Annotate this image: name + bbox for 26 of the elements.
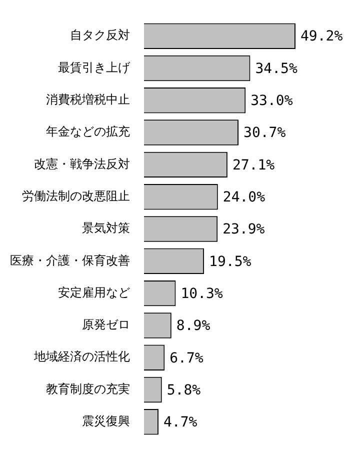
y-tick-label: 労働法制の改悪阻止: [22, 188, 130, 203]
data-label: 23.9%: [222, 222, 266, 238]
y-tick-label: 原発ゼロ: [82, 318, 130, 332]
data-label: 8.9%: [176, 318, 211, 334]
data-label: 24.0%: [222, 189, 266, 206]
data-label: 33.0%: [250, 93, 294, 110]
data-label: 27.1%: [232, 157, 276, 174]
y-tick-label: 教育制度の充実: [46, 382, 130, 396]
y-tick-label: 自タク反対: [70, 28, 130, 42]
y-tick-label: 景気対策: [82, 221, 130, 236]
y-tick-label: 震災復興: [82, 414, 130, 428]
y-tick-label: 最賃引き上げ: [58, 60, 131, 74]
data-label: 19.5%: [209, 254, 252, 270]
data-label: 49.2%: [300, 28, 344, 45]
data-label: 6.7%: [170, 350, 204, 366]
data-label: 30.7%: [244, 125, 286, 142]
y-tick-label: 医療・介護・保育改善: [10, 253, 130, 268]
data-label: 34.5%: [255, 60, 298, 77]
data-label: 10.3%: [180, 286, 224, 302]
y-tick-label: 地域経済の活性化: [33, 350, 130, 364]
y-tick-label: 消費税増税中止: [46, 92, 130, 107]
data-label: 5.8%: [166, 382, 202, 398]
y-tick-label: 安定雇用など: [58, 285, 130, 300]
data-label: 4.7%: [163, 414, 198, 431]
y-tick-label: 年金などの拡充: [46, 124, 130, 139]
y-tick-label: 改憲・戦争法反対: [34, 156, 130, 171]
